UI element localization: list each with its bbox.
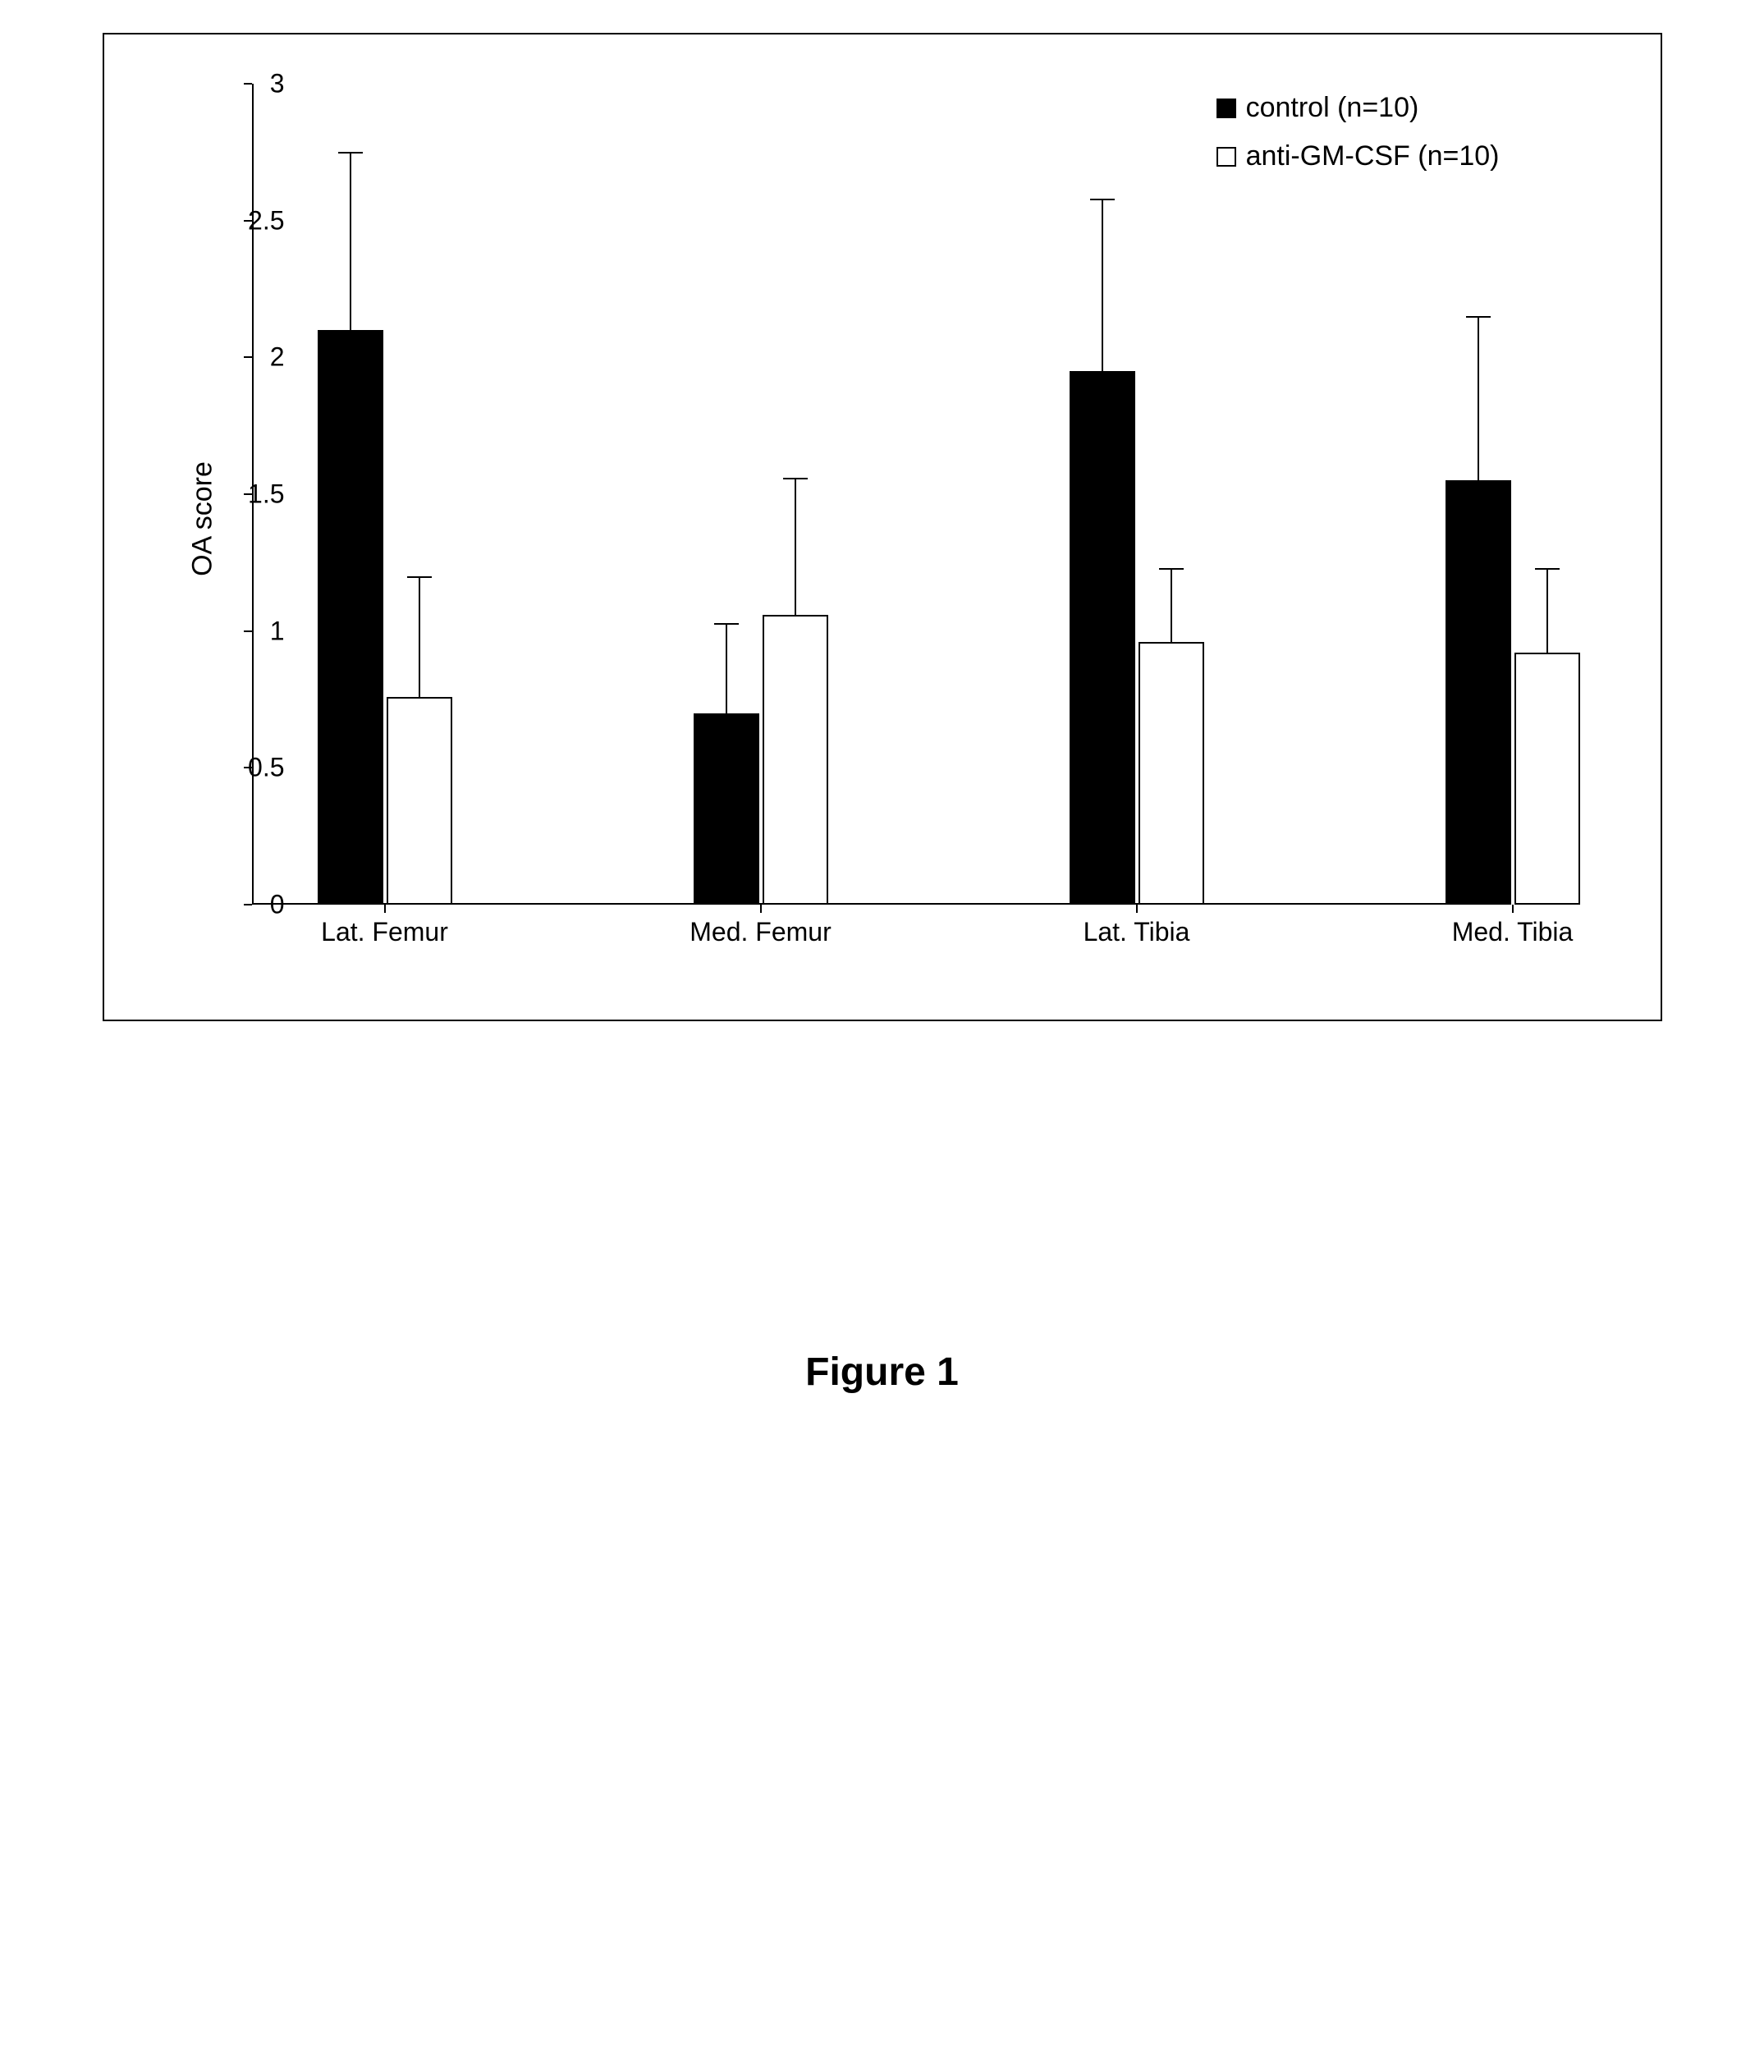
chart-border: OA score control (n=10) anti-GM-CSF (n=1… <box>103 33 1662 1021</box>
legend-label: anti-GM-CSF (n=10) <box>1246 140 1500 172</box>
error-cap <box>783 478 808 479</box>
error-cap <box>1090 199 1115 200</box>
error-bar <box>350 152 351 330</box>
bar <box>1514 653 1580 905</box>
legend-label: control (n=10) <box>1246 92 1419 124</box>
error-bar <box>1478 316 1479 480</box>
y-tick-label: 0.5 <box>219 753 285 783</box>
figure-caption: Figure 1 <box>103 1350 1662 1395</box>
y-tick-label: 3 <box>219 69 285 99</box>
legend: control (n=10) anti-GM-CSF (n=10) <box>1216 92 1500 189</box>
bar <box>1139 642 1204 905</box>
chart-area: OA score control (n=10) anti-GM-CSF (n=1… <box>137 67 1533 970</box>
error-bar <box>1102 199 1103 371</box>
error-cap <box>714 623 739 625</box>
error-cap <box>338 152 363 154</box>
bar <box>694 713 759 905</box>
bar <box>318 330 383 905</box>
y-axis-title: OA score <box>186 461 218 576</box>
error-bar <box>726 623 727 713</box>
error-cap <box>1159 568 1184 570</box>
y-tick-label: 1.5 <box>219 479 285 510</box>
bar <box>1446 480 1511 905</box>
x-tick <box>384 905 386 913</box>
y-tick-label: 1 <box>219 616 285 646</box>
legend-item-control: control (n=10) <box>1216 92 1500 124</box>
error-bar <box>1171 568 1172 642</box>
legend-item-treatment: anti-GM-CSF (n=10) <box>1216 140 1500 172</box>
bar <box>1070 371 1135 905</box>
figure-container: OA score control (n=10) anti-GM-CSF (n=1… <box>103 33 1662 1395</box>
error-bar <box>795 478 796 615</box>
x-tick <box>1512 905 1514 913</box>
x-tick-label: Lat. Femur <box>321 917 448 947</box>
plot-region <box>252 84 1483 905</box>
error-cap <box>407 576 432 578</box>
bar <box>763 615 828 905</box>
x-tick-label: Med. Tibia <box>1452 917 1574 947</box>
legend-swatch-icon <box>1216 147 1236 167</box>
error-bar <box>419 576 420 697</box>
x-tick-label: Lat. Tibia <box>1084 917 1190 947</box>
bar <box>387 697 452 905</box>
error-cap <box>1535 568 1560 570</box>
x-tick <box>1136 905 1138 913</box>
x-tick-label: Med. Femur <box>690 917 831 947</box>
legend-swatch-icon <box>1216 99 1236 118</box>
error-cap <box>1466 316 1491 318</box>
y-tick-label: 2 <box>219 342 285 373</box>
y-tick-label: 0 <box>219 890 285 920</box>
x-tick <box>760 905 762 913</box>
error-bar <box>1546 568 1548 653</box>
y-tick-label: 2.5 <box>219 205 285 236</box>
